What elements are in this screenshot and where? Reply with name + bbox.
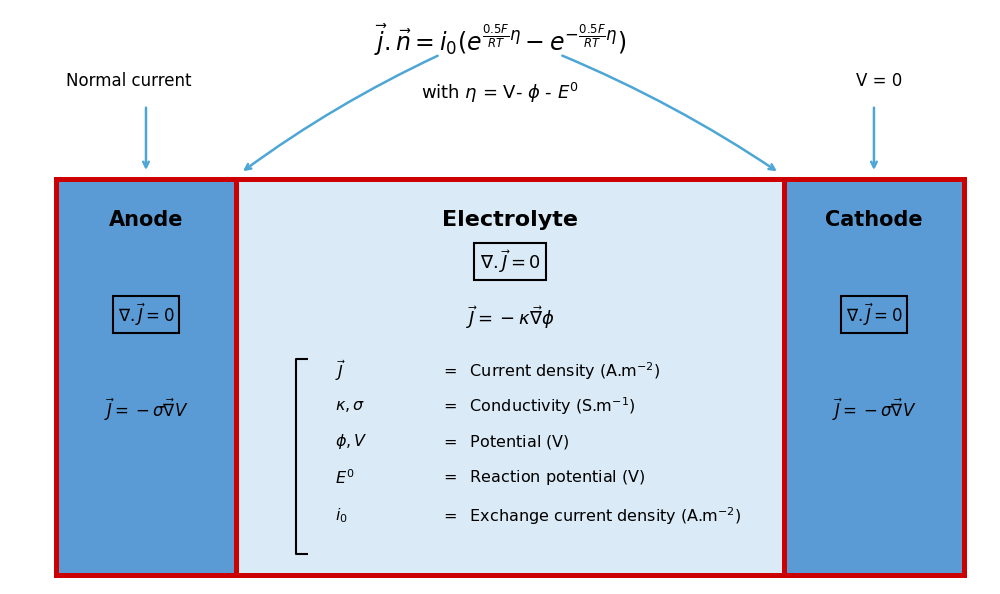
Text: $\vec{J}$: $\vec{J}$ <box>335 359 346 383</box>
Bar <box>236 179 784 575</box>
Text: $\vec{J}=-\sigma\vec{\nabla}V$: $\vec{J}=-\sigma\vec{\nabla}V$ <box>104 396 188 422</box>
Text: $\vec{J}=-\kappa\vec{\nabla}\phi$: $\vec{J}=-\kappa\vec{\nabla}\phi$ <box>466 304 554 331</box>
Text: Electrolyte: Electrolyte <box>442 210 578 230</box>
Text: Normal current: Normal current <box>66 72 192 90</box>
Text: $=$  Reaction potential (V): $=$ Reaction potential (V) <box>440 468 646 487</box>
Text: V = 0: V = 0 <box>856 72 902 90</box>
Text: $=$  Conductivity (S.m$^{-1}$): $=$ Conductivity (S.m$^{-1}$) <box>440 396 636 417</box>
Text: $E^0$: $E^0$ <box>335 468 355 486</box>
Text: $=$  Exchange current density (A.m$^{-2}$): $=$ Exchange current density (A.m$^{-2}$… <box>440 505 742 527</box>
Bar <box>56 179 964 575</box>
Text: $\nabla.\vec{J}=0$: $\nabla.\vec{J}=0$ <box>118 302 174 328</box>
Text: $\phi,V$: $\phi,V$ <box>335 432 368 451</box>
Text: $\nabla.\vec{J}=0$: $\nabla.\vec{J}=0$ <box>480 248 540 275</box>
Text: Anode: Anode <box>109 210 183 230</box>
Text: $=$  Potential (V): $=$ Potential (V) <box>440 433 570 451</box>
Text: with $\eta$ = V- $\phi$ - $E^0$: with $\eta$ = V- $\phi$ - $E^0$ <box>421 81 579 105</box>
Text: $\vec{j}.\vec{n}=i_0(e^{\frac{0.5F}{RT}\eta}-e^{-\frac{0.5F}{RT}\eta})$: $\vec{j}.\vec{n}=i_0(e^{\frac{0.5F}{RT}\… <box>374 22 626 58</box>
Text: $i_0$: $i_0$ <box>335 507 348 525</box>
Text: $=$  Current density (A.m$^{-2}$): $=$ Current density (A.m$^{-2}$) <box>440 360 660 382</box>
Text: $\kappa,\sigma$: $\kappa,\sigma$ <box>335 399 366 414</box>
Text: $\nabla.\vec{J}=0$: $\nabla.\vec{J}=0$ <box>846 302 902 328</box>
Text: Cathode: Cathode <box>825 210 923 230</box>
Text: $\vec{J}=-\sigma\vec{\nabla}V$: $\vec{J}=-\sigma\vec{\nabla}V$ <box>832 396 916 422</box>
Bar <box>784 179 964 575</box>
